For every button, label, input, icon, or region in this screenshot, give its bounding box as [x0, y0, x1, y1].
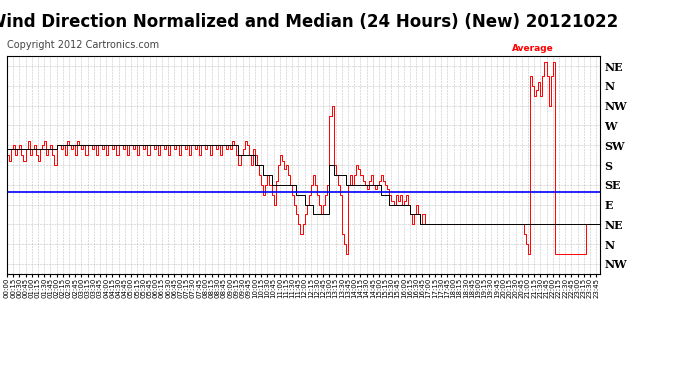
Text: Copyright 2012 Cartronics.com: Copyright 2012 Cartronics.com	[7, 40, 159, 51]
Text: Direction: Direction	[572, 44, 618, 53]
Text: Wind Direction Normalized and Median (24 Hours) (New) 20121022: Wind Direction Normalized and Median (24…	[0, 13, 619, 31]
Text: Average: Average	[512, 44, 554, 53]
